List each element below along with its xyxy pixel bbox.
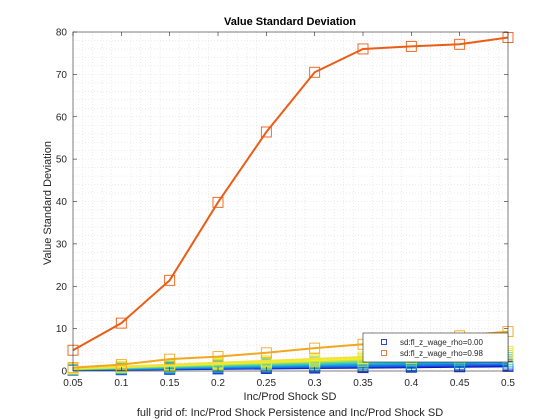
x-tick-label: 0.25 [257, 378, 277, 389]
y-tick-label: 50 [56, 155, 68, 166]
x-tick-label: 0.05 [63, 378, 83, 389]
data-point-marker [309, 66, 321, 78]
x-tick-label: 0.1 [114, 378, 128, 389]
data-point-marker [212, 196, 224, 208]
legend-box [362, 332, 509, 363]
y-tick-label: 70 [56, 70, 68, 81]
x-tick-label: 0.15 [160, 378, 180, 389]
data-point-marker [260, 355, 272, 367]
legend-label-rho-098: sd:fl_z_wage_rho=0.98 [400, 349, 484, 358]
legend-marker-rho-0 [381, 339, 387, 345]
data-point-marker [164, 353, 176, 365]
chart-title: Value Standard Deviation [224, 16, 356, 28]
data-point-marker [309, 342, 321, 354]
figure-caption: full grid of: Inc/Prod Shock Persistence… [137, 407, 443, 419]
grid [73, 32, 508, 371]
y-tick-label: 30 [56, 239, 68, 250]
x-tick-label: 0.3 [308, 378, 322, 389]
axes: 0.05 0.1 0.15 0.2 0.25 0.3 0.35 0.4 0.45 0.5 0 10 20… [56, 28, 516, 390]
y-tick-label: 0 [61, 367, 67, 378]
y-tick-label: 20 [56, 282, 68, 293]
x-axis-label: Inc/Prod Shock SD [244, 391, 337, 403]
data-point-marker [357, 43, 369, 55]
legend-marker-rho-098 [381, 350, 387, 356]
x-tick-label: 0.2 [211, 378, 225, 389]
y-tick-label: 80 [56, 28, 68, 39]
series-line [72, 36, 509, 352]
x-tick-label: 0.35 [353, 378, 373, 389]
data-point-marker [405, 40, 417, 52]
legend: sd:fl_z_wage_rho=0.00 sd:fl_z_wage_rho=0… [362, 332, 509, 363]
data-point-marker [260, 126, 272, 138]
data-point-marker [212, 351, 224, 363]
x-tick-label: 0.4 [404, 378, 418, 389]
data-point-marker [454, 38, 466, 50]
y-tick-label: 10 [56, 324, 68, 335]
y-axis-label: Value Standard Deviation [42, 141, 54, 265]
data-point-marker [260, 347, 272, 359]
y-tick-label: 40 [56, 197, 68, 208]
data-point-marker [115, 317, 127, 329]
y-tick-label: 60 [56, 112, 68, 123]
x-tick-label: 0.5 [501, 378, 515, 389]
x-tick-label: 0.45 [450, 378, 470, 389]
legend-label-rho-0: sd:fl_z_wage_rho=0.00 [400, 338, 484, 347]
data-point-marker [309, 353, 321, 365]
data-point-marker [164, 274, 176, 286]
